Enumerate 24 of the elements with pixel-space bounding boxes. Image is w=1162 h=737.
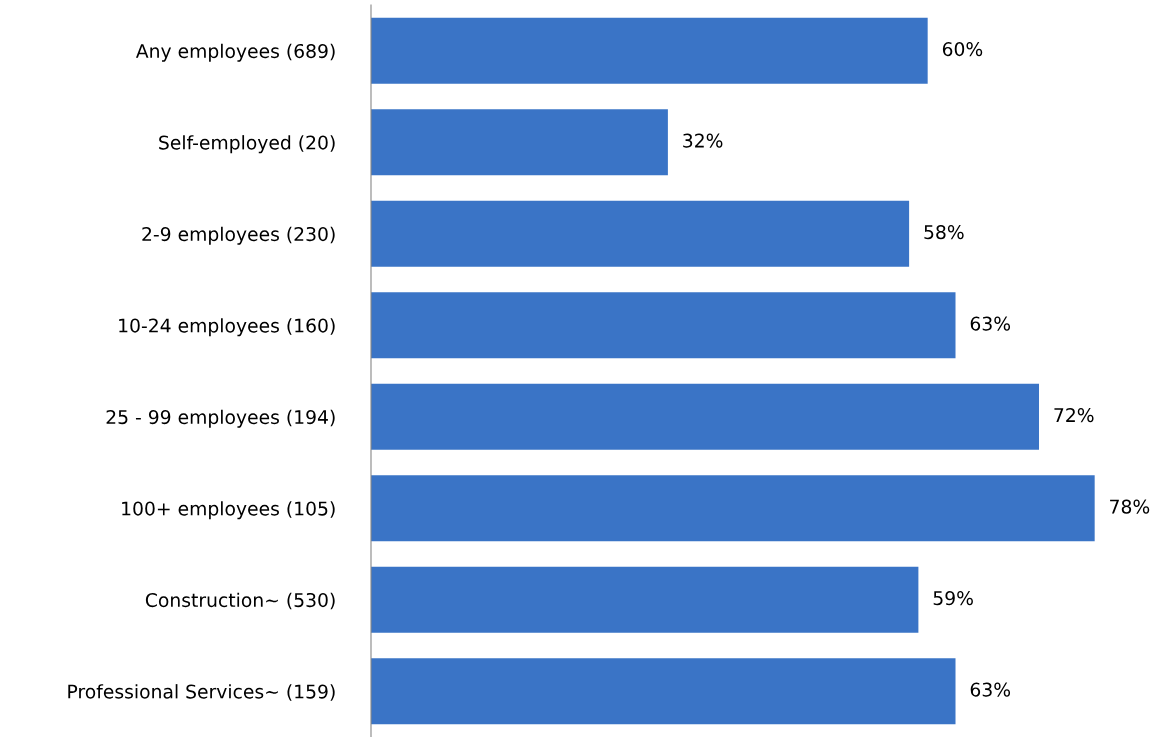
y-tick-label: Professional Services~ (159) [68,684,335,701]
y-tick-label: 2-9 employees (230) [142,226,335,245]
y-tick-label: 100+ employees (105) [122,501,335,520]
y-tick-label: Construction~ (530) [145,592,335,610]
y-tick-label: Any employees (689) [135,43,335,62]
bar [371,292,956,359]
bar [371,109,668,176]
data-label: 72% [1054,408,1094,423]
data-label: 59% [933,591,973,606]
bar [371,658,956,725]
data-label: 63% [970,316,1011,331]
bar [371,475,1095,542]
y-tick-label: Self-employed (20) [159,135,335,154]
data-label: 78% [1110,499,1150,514]
bar [371,200,910,267]
data-label: 63% [970,682,1011,697]
bar [371,566,919,633]
data-label: 32% [683,133,723,148]
data-label: 60% [942,42,983,57]
y-tick-label: 10-24 employees (160) [119,318,335,337]
bar [371,17,928,84]
data-label: 58% [924,225,964,240]
bar [371,383,1040,450]
y-tick-label: 25 - 99 employees (194) [106,409,335,428]
